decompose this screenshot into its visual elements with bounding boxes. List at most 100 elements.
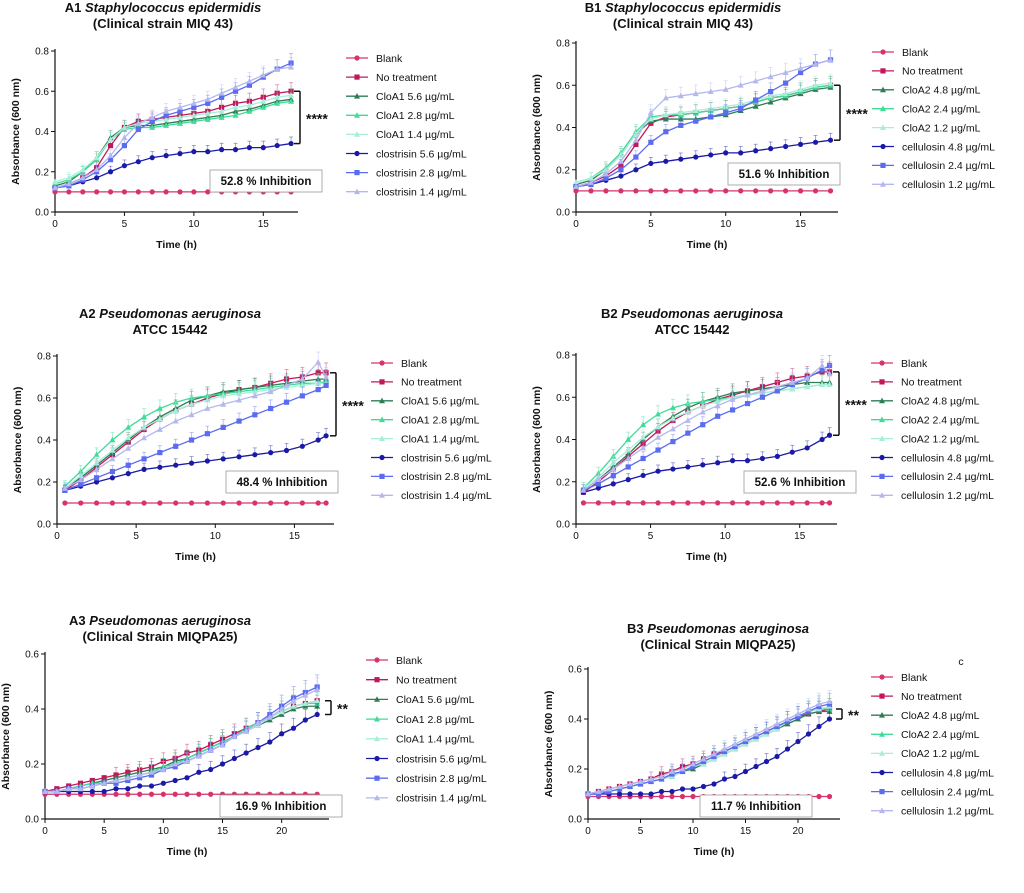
- inhibition-label: 52.6 % Inhibition: [755, 477, 846, 489]
- data-point: [826, 716, 833, 722]
- data-point: [783, 143, 789, 150]
- data-point: [742, 735, 749, 742]
- data-point: [218, 90, 225, 96]
- data-point: [218, 114, 225, 120]
- data-point: [314, 697, 321, 704]
- legend-marker: [374, 755, 380, 762]
- data-point: [160, 780, 166, 786]
- data-point: [633, 141, 639, 147]
- data-point: [288, 63, 295, 70]
- legend-note: c: [958, 656, 963, 668]
- data-point: [149, 114, 156, 120]
- data-point: [753, 733, 759, 740]
- data-point: [160, 766, 167, 772]
- data-point: [826, 701, 833, 707]
- legend-item-7: clostrisin 1.4 µg/mL: [366, 793, 487, 805]
- data-point: [176, 120, 183, 126]
- data-point: [805, 731, 812, 737]
- data-point: [204, 116, 211, 122]
- data-point: [587, 175, 594, 181]
- data-point: [61, 485, 68, 491]
- data-point: [797, 65, 804, 71]
- data-point: [662, 115, 669, 122]
- data-point: [797, 86, 804, 92]
- legend-item-5: cellulosin 4.8 µg/mL: [872, 141, 995, 153]
- legend-label: cellulosin 1.2 µg/mL: [902, 179, 995, 191]
- data-point: [66, 189, 72, 195]
- legend-label: No treatment: [401, 377, 462, 389]
- data-point: [93, 451, 100, 458]
- data-point: [89, 788, 95, 795]
- data-point: [708, 152, 714, 158]
- data-point: [783, 80, 789, 86]
- legend-item-0: Blank: [371, 358, 428, 370]
- legend-item-3: CloA1 2.8 µg/mL: [346, 110, 455, 122]
- data-point: [79, 166, 86, 173]
- legend: Blank No treatment CloA1 5.6 µg/mL CloA1 2.…: [346, 53, 467, 199]
- data-point: [163, 153, 169, 159]
- series-0: [580, 500, 833, 506]
- data-point: [188, 460, 195, 466]
- data-point: [220, 456, 226, 462]
- data-point: [774, 720, 780, 727]
- data-point: [89, 782, 96, 789]
- data-point: [177, 151, 183, 157]
- x-tick-label: 15: [795, 219, 807, 230]
- series-6: [42, 674, 320, 795]
- data-point: [255, 744, 261, 751]
- data-point: [219, 94, 225, 100]
- inhibition-box: [219, 794, 343, 818]
- data-point: [627, 783, 633, 790]
- data-point: [157, 450, 163, 456]
- data-point: [101, 780, 108, 786]
- chart-title: B2 Pseudomonas aeruginosa: [601, 306, 783, 321]
- data-point: [125, 500, 131, 506]
- x-tick-label: 15: [217, 826, 229, 837]
- data-point: [125, 462, 131, 468]
- legend-label: Blank: [396, 655, 423, 667]
- data-point: [744, 500, 751, 506]
- y-tick-label: 0.4: [25, 705, 39, 716]
- series-line: [45, 689, 318, 793]
- data-point: [323, 373, 330, 380]
- data-point: [260, 104, 267, 110]
- data-point: [136, 771, 143, 778]
- x-tick-label: 0: [42, 826, 48, 837]
- legend-marker: [879, 712, 885, 718]
- data-point: [782, 90, 789, 97]
- legend-item-6: clostrisin 2.8 µg/mL: [371, 471, 492, 483]
- data-point: [232, 112, 239, 118]
- data-point: [759, 500, 766, 506]
- series-line: [54, 62, 292, 189]
- data-point: [141, 413, 148, 420]
- legend-label: clostrisin 1.4 µg/mL: [376, 187, 467, 199]
- data-point: [677, 92, 684, 99]
- series-line: [64, 384, 327, 492]
- x-tick-label: 10: [188, 219, 200, 230]
- data-point: [172, 407, 179, 413]
- data-point: [94, 189, 100, 195]
- data-point: [759, 455, 766, 462]
- series-line: [575, 82, 831, 184]
- data-point: [632, 136, 639, 143]
- chart-title: B3 Pseudomonas aeruginosa: [627, 621, 809, 636]
- y-axis-label: Absorbance (600 nm): [12, 387, 24, 494]
- data-point: [236, 500, 242, 506]
- data-point: [274, 142, 280, 149]
- y-tick-label: 0.2: [556, 477, 570, 488]
- data-point: [752, 77, 759, 84]
- data-point: [685, 500, 691, 506]
- data-point: [797, 188, 804, 194]
- data-point: [204, 405, 211, 411]
- data-point: [595, 788, 602, 794]
- chart-subtitle: (Clinical strain MIQ 43): [613, 16, 753, 31]
- data-point: [177, 108, 183, 114]
- data-point: [274, 65, 281, 72]
- legend-marker: [880, 86, 886, 93]
- y-tick-label: 0.6: [556, 393, 570, 404]
- data-point: [290, 725, 297, 731]
- data-point: [196, 769, 202, 775]
- data-point: [633, 167, 639, 173]
- series-5: [573, 132, 834, 190]
